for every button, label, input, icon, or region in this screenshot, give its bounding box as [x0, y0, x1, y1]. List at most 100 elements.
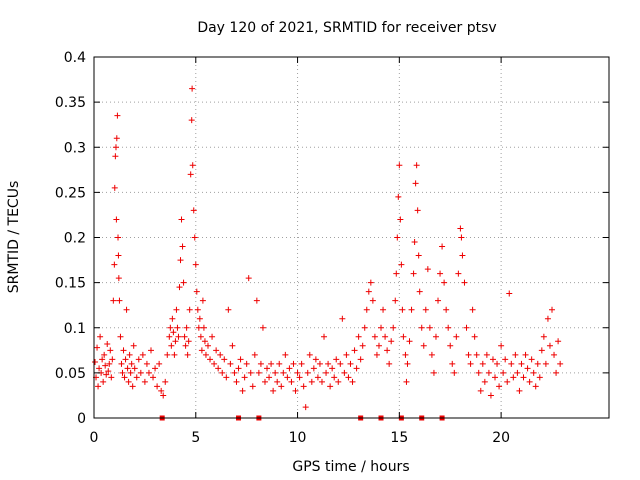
data-point — [549, 306, 556, 313]
data-point — [512, 351, 519, 358]
data-point — [363, 306, 370, 313]
data-point — [97, 333, 104, 340]
y-tick-label: 0 — [77, 411, 86, 427]
data-point — [278, 383, 285, 390]
data-point — [173, 306, 180, 313]
data-point — [223, 374, 230, 381]
data-point — [249, 383, 256, 390]
data-point — [274, 378, 281, 385]
data-point — [175, 333, 182, 340]
data-point — [219, 369, 226, 376]
data-point — [111, 184, 118, 191]
data-point — [139, 351, 146, 358]
data-points — [92, 85, 564, 411]
data-point — [323, 369, 330, 376]
data-point — [300, 383, 307, 390]
data-point — [182, 342, 189, 349]
data-point — [264, 365, 271, 372]
data-point — [133, 374, 140, 381]
data-point — [106, 360, 113, 367]
y-tick-label: 0.05 — [55, 366, 86, 382]
data-point — [114, 112, 121, 119]
data-point — [179, 243, 186, 250]
data-point — [461, 279, 468, 286]
data-point — [327, 383, 334, 390]
data-point — [160, 392, 167, 399]
data-point — [187, 171, 194, 178]
data-point — [171, 351, 178, 358]
data-point — [430, 369, 437, 376]
data-point — [437, 270, 444, 277]
data-point — [135, 356, 142, 363]
data-point — [393, 270, 400, 277]
data-point — [458, 234, 465, 241]
data-point — [424, 266, 431, 273]
data-point — [465, 351, 472, 358]
data-point — [196, 315, 203, 322]
data-point — [475, 369, 482, 376]
data-point — [127, 369, 134, 376]
data-point — [345, 374, 352, 381]
data-point — [399, 306, 406, 313]
data-point — [451, 369, 458, 376]
data-point — [255, 369, 262, 376]
data-point — [397, 216, 404, 223]
data-point — [426, 324, 433, 331]
data-point — [166, 333, 173, 340]
data-point — [447, 342, 454, 349]
data-point — [103, 371, 110, 378]
data-point — [276, 360, 283, 367]
data-point — [416, 288, 423, 295]
data-point — [193, 288, 200, 295]
data-point — [404, 360, 411, 367]
data-point — [253, 297, 260, 304]
data-point — [268, 360, 275, 367]
data-point — [483, 351, 490, 358]
data-point — [177, 257, 184, 264]
y-tick-label: 0.2 — [64, 231, 86, 247]
data-point — [382, 333, 389, 340]
data-point — [304, 369, 311, 376]
data-point — [130, 342, 137, 349]
data-point — [325, 360, 332, 367]
data-point — [536, 374, 543, 381]
data-point — [186, 306, 193, 313]
data-point — [435, 297, 442, 304]
data-point — [375, 342, 382, 349]
data-point — [235, 365, 242, 372]
data-point — [266, 374, 273, 381]
data-point — [520, 374, 527, 381]
data-point — [105, 368, 112, 375]
data-point — [115, 252, 122, 259]
data-point — [200, 324, 207, 331]
data-point — [365, 288, 372, 295]
data-point — [413, 162, 420, 169]
data-point — [115, 234, 122, 241]
data-point — [310, 365, 317, 372]
data-point — [112, 153, 119, 160]
data-point — [107, 347, 114, 354]
data-point — [459, 252, 466, 259]
data-point — [510, 374, 517, 381]
data-point — [492, 374, 499, 381]
data-point — [189, 85, 196, 92]
data-point — [176, 284, 183, 291]
data-point — [231, 369, 238, 376]
data-point — [420, 342, 427, 349]
data-point — [168, 342, 175, 349]
data-point — [516, 387, 523, 394]
data-point — [185, 338, 192, 345]
data-point — [306, 351, 313, 358]
data-point — [337, 360, 344, 367]
data-point — [113, 216, 120, 223]
y-axis-label: SRMTID / TECUs — [6, 181, 22, 294]
data-point — [121, 374, 128, 381]
data-point — [104, 340, 111, 347]
data-point — [518, 360, 525, 367]
data-point — [145, 369, 152, 376]
data-point — [361, 324, 368, 331]
data-point — [147, 347, 154, 354]
data-point — [129, 383, 136, 390]
y-tick-label: 0.15 — [55, 276, 86, 292]
